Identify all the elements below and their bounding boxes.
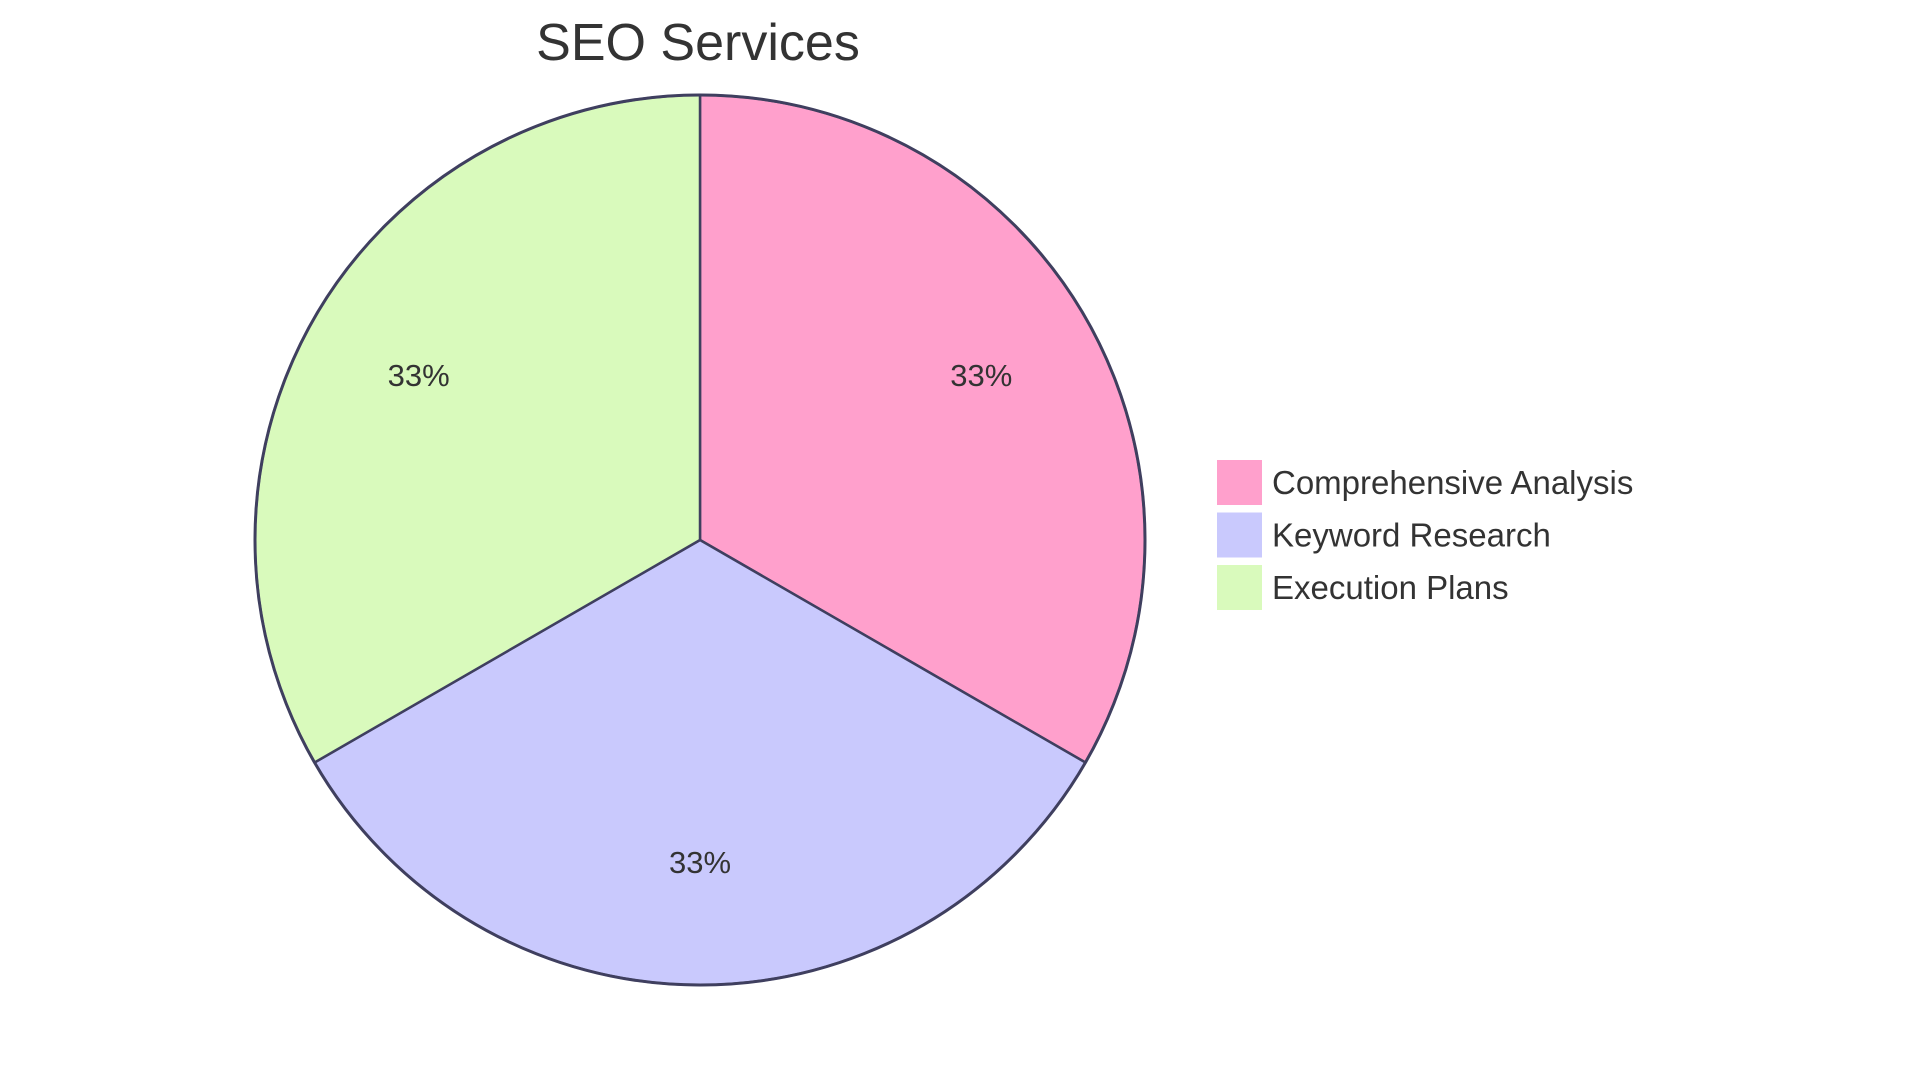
legend-item: Keyword Research	[1217, 512, 1551, 558]
pie-outline	[253, 93, 1147, 987]
legend-label: Keyword Research	[1272, 517, 1551, 554]
legend-item: Execution Plans	[1217, 565, 1509, 610]
legend-item: Comprehensive Analysis	[1217, 460, 1633, 505]
legend-label: Execution Plans	[1272, 569, 1509, 606]
legend: Comprehensive Analysis Keyword Research Ex…	[1217, 460, 1633, 610]
slice-percentage-labels: 33% 33% 33%	[388, 358, 1013, 880]
legend-label: Comprehensive Analysis	[1272, 464, 1633, 501]
pie-slices	[253, 93, 1147, 987]
legend-swatch	[1217, 512, 1262, 558]
chart-title: SEO Services	[536, 14, 860, 72]
legend-swatch	[1217, 460, 1262, 505]
slice-percentage-label: 33%	[388, 358, 450, 393]
slice-percentage-label: 33%	[950, 358, 1012, 393]
legend-swatch	[1217, 565, 1262, 610]
slice-percentage-label: 33%	[669, 845, 731, 880]
